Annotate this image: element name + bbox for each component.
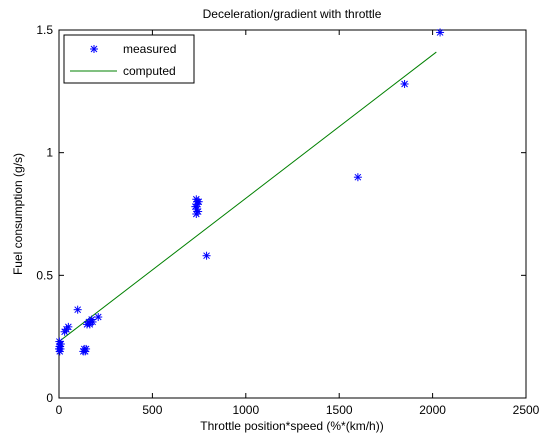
measured-point	[353, 173, 362, 182]
y-axis-label: Fuel consumption (g/s)	[11, 153, 25, 275]
measured-point	[88, 317, 97, 326]
plot-area	[58, 29, 527, 399]
legend-asterisk-icon	[90, 45, 98, 53]
measured-point	[64, 322, 73, 331]
y-tick-label: 0.5	[36, 268, 53, 282]
x-tick-label: 0	[56, 403, 63, 417]
computed-line	[58, 51, 437, 342]
y-tick-label: 1	[46, 146, 53, 160]
y-tick-label: 0	[46, 391, 53, 405]
legend-measured-marker	[90, 45, 98, 53]
x-tick-label: 500	[142, 403, 162, 417]
measured-point	[73, 305, 82, 314]
legend-box	[63, 34, 195, 84]
x-tick-label: 1500	[326, 403, 353, 417]
computed-series	[58, 51, 437, 342]
legend-measured-label: measured	[123, 42, 176, 56]
measured-point	[194, 197, 203, 206]
measured-point	[202, 251, 211, 260]
x-tick-label: 1000	[232, 403, 259, 417]
plot-frame	[58, 29, 527, 399]
measured-point	[400, 79, 409, 88]
axis-ticks: 0 500 1000 1500 2000 2500 0 0.5 1 1.5	[36, 23, 539, 417]
measured-point	[82, 344, 91, 353]
measured-point	[55, 342, 64, 351]
y-tick-label: 1.5	[36, 23, 53, 37]
measured-point	[94, 313, 103, 322]
measured-point	[192, 210, 201, 218]
x-tick-label: 2000	[419, 403, 446, 417]
measured-series	[55, 28, 445, 356]
x-tick-label: 2500	[513, 403, 540, 417]
legend-computed-label: computed	[123, 64, 176, 78]
chart-title: Deceleration/gradient with throttle	[203, 7, 382, 21]
x-axis-label: Throttle position*speed (%*(km/h))	[200, 419, 383, 433]
legend: measured computed	[63, 34, 195, 84]
measured-point	[436, 28, 445, 37]
